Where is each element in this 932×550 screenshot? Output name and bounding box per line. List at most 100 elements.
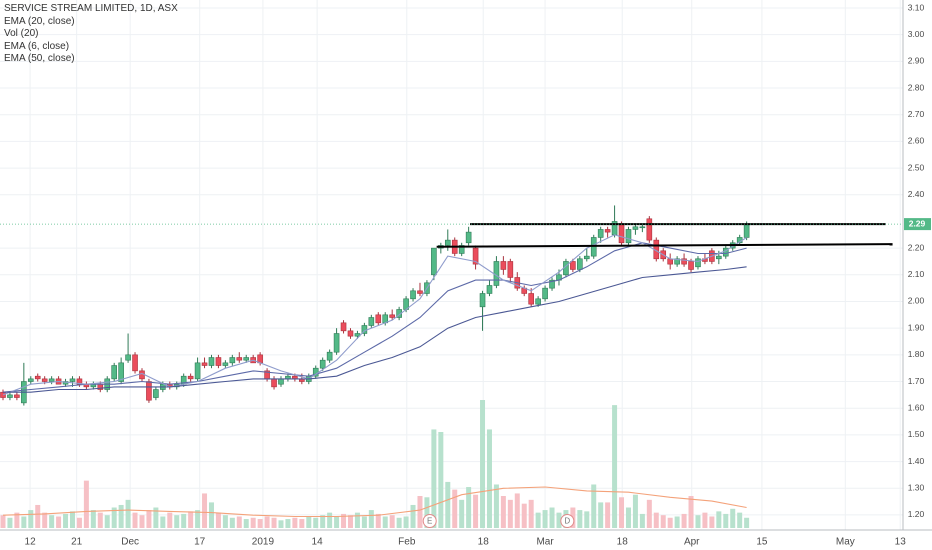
volume-bar: [21, 516, 27, 528]
candle-body: [577, 258, 583, 270]
y-tick-label: 1.80: [908, 349, 925, 359]
candle-body: [271, 378, 277, 388]
x-tick-label: 13: [895, 537, 907, 548]
volume-bar: [556, 512, 562, 528]
candle-body: [41, 378, 48, 382]
volume-bar: [0, 515, 6, 528]
y-tick-label: 1.70: [908, 376, 925, 386]
volume-bar: [486, 429, 492, 528]
candle-body: [7, 394, 13, 398]
grid: [0, 0, 903, 530]
volume-bar: [76, 517, 82, 528]
volume-bar: [452, 489, 458, 528]
y-tick-label: 1.40: [908, 456, 925, 466]
volume-bar: [681, 513, 687, 528]
x-tick-label: 21: [71, 537, 83, 548]
candle-body: [639, 226, 646, 229]
candle-body: [69, 378, 76, 382]
chart-title: SERVICE STREAM LIMITED, 1D, ASX: [4, 3, 178, 14]
candle-body: [229, 357, 236, 364]
indicator-line: [2, 234, 747, 396]
volume-bar: [493, 484, 499, 528]
candle-body: [347, 330, 354, 337]
volume-bar: [473, 494, 479, 528]
y-tick-label: 1.60: [908, 402, 925, 412]
candle-body: [389, 314, 395, 318]
volume-bar: [361, 516, 367, 528]
volume-bar: [667, 517, 673, 528]
candle-body: [583, 255, 590, 260]
volume-bar: [83, 480, 89, 528]
volume-bar: [709, 516, 715, 528]
volume-bar: [125, 499, 131, 528]
volume-bar: [181, 513, 187, 528]
volume-bar: [674, 516, 680, 528]
y-tick-label: 2.10: [908, 269, 925, 279]
volume-bar: [598, 502, 604, 528]
event-marker: [560, 514, 575, 528]
volume-bar: [243, 519, 249, 528]
volume-bar: [542, 510, 548, 528]
candle-body: [187, 375, 194, 380]
volume-bar: [278, 520, 284, 528]
volume-bar: [389, 515, 395, 528]
volume-bar: [341, 513, 347, 528]
volume-bar: [257, 519, 263, 528]
volume-bar: [118, 504, 124, 528]
candle-body: [118, 362, 124, 382]
candle-body: [507, 261, 514, 278]
candle-body: [465, 231, 472, 244]
price-axis-panel: [903, 0, 932, 530]
x-tick-label: Dec: [121, 537, 139, 548]
legend: SERVICE STREAM LIMITED, 1D, ASX EMA (20,…: [4, 3, 178, 66]
x-tick-label: Feb: [398, 537, 416, 548]
indicator-line: [2, 242, 747, 393]
volume-bar: [49, 515, 55, 528]
candle-body: [243, 357, 250, 361]
y-tick-label: 2.00: [908, 296, 925, 306]
candle-body: [542, 287, 548, 300]
volume-bar: [28, 510, 34, 528]
candle-body: [278, 378, 284, 385]
candle-body: [48, 378, 55, 382]
candle-body: [549, 279, 555, 289]
volume-bar: [208, 502, 214, 528]
volume-bar: [723, 513, 729, 528]
x-tick-label: 2019: [252, 537, 275, 548]
volume-bar: [716, 511, 722, 528]
volume-bar: [619, 497, 625, 528]
y-tick-label: 2.50: [908, 162, 925, 172]
volume-bar: [215, 512, 221, 528]
volume-bar: [313, 517, 319, 528]
volume-bar: [334, 516, 340, 528]
volume-bar: [222, 515, 228, 528]
volume-bar: [646, 499, 652, 528]
volume-bar: [90, 510, 96, 528]
y-tick-label: 1.90: [908, 322, 925, 332]
y-tick-label: 3.00: [908, 29, 925, 39]
volume-bar: [744, 517, 750, 528]
volume-bar: [354, 512, 360, 528]
candle-body: [34, 375, 41, 380]
volume-bar: [14, 512, 20, 528]
volume-bar: [271, 517, 277, 528]
volume-bar: [292, 517, 298, 528]
candle-body: [368, 317, 375, 326]
candle-body: [632, 226, 639, 230]
volume-bar: [466, 487, 472, 528]
volume-bar: [97, 512, 103, 528]
volume-bar: [417, 496, 423, 528]
candle-body: [493, 261, 500, 286]
indicator-line: [3, 266, 747, 393]
candle-body: [375, 314, 382, 324]
y-tick-label: 1.50: [908, 429, 925, 439]
candle-body: [431, 247, 437, 276]
volume-bar: [153, 507, 159, 528]
x-tick-label: Apr: [684, 537, 700, 548]
candle-body: [319, 359, 326, 369]
candle-body: [486, 285, 493, 294]
volume-bar: [424, 497, 430, 528]
y-tick-label: 2.70: [908, 109, 925, 119]
candle-body: [743, 223, 750, 238]
